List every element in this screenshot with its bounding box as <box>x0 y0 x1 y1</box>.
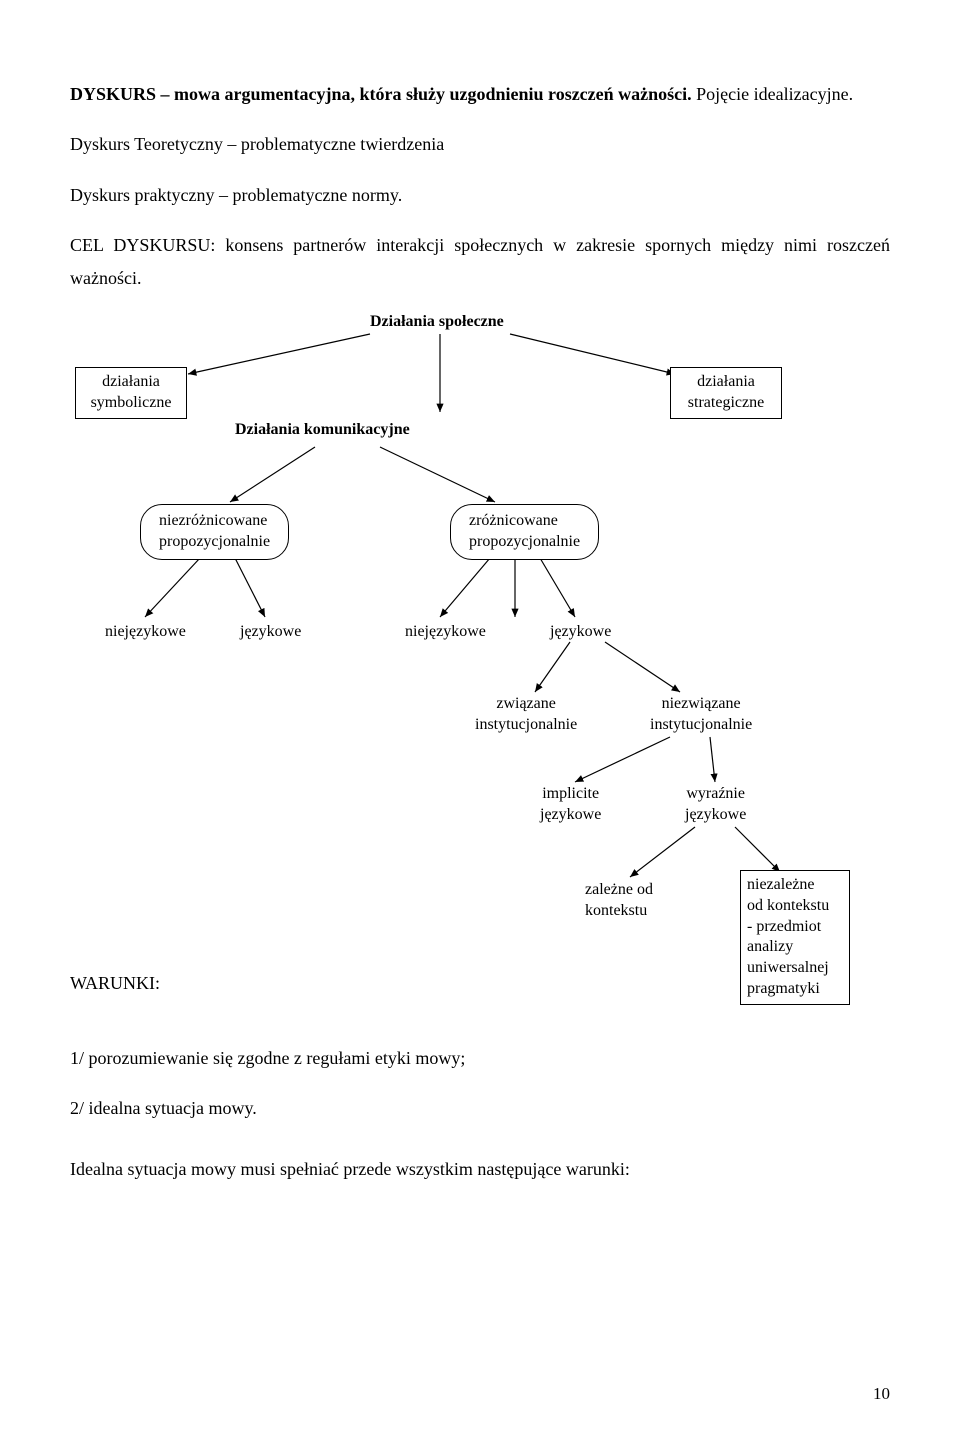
intro-p1-rest: Pojęcie idealizacyjne. <box>692 84 853 104</box>
leaf-niejez2: niejęzykowe <box>405 622 486 643</box>
leaf-jez2: językowe <box>550 622 611 643</box>
warunki-2: 2/ idealna sytuacja mowy. <box>70 1092 890 1124</box>
node-niezroznicowane: niezróżnicowane propozycjonalnie <box>140 504 289 560</box>
intro-p1: DYSKURS – mowa argumentacyjna, która słu… <box>70 78 890 110</box>
node-wyraznie: wyraźnie językowe <box>685 784 746 826</box>
node-niezalezne: niezależne od kontekstu - przedmiot anal… <box>740 870 850 1005</box>
intro-p4: CEL DYSKURSU: konsens partnerów interakc… <box>70 229 890 294</box>
intro-p1-bold: DYSKURS – mowa argumentacyjna, która słu… <box>70 84 692 104</box>
node-zalezne: zależne od kontekstu <box>585 880 653 922</box>
node-implicite: implicite językowe <box>540 784 601 826</box>
page-number: 10 <box>873 1379 890 1410</box>
node-zroznicowane: zróżnicowane propozycjonalnie <box>450 504 599 560</box>
node-komunikacyjne: Działania komunikacyjne <box>235 420 410 441</box>
diagram: Działania społeczne działania symboliczn… <box>70 312 890 1042</box>
closing: Idealna sytuacja mowy musi spełniać prze… <box>70 1153 890 1185</box>
node-niezwiazane: niezwiązane instytucjonalnie <box>650 694 752 736</box>
node-symboliczne: działania symboliczne <box>75 367 187 419</box>
warunki-title: WARUNKI: <box>70 972 160 995</box>
warunki-1: 1/ porozumiewanie się zgodne z regułami … <box>70 1042 890 1074</box>
intro-p2: Dyskurs Teoretyczny – problematyczne twi… <box>70 128 890 160</box>
node-zwiazane: związane instytucjonalnie <box>475 694 577 736</box>
leaf-jez1: językowe <box>240 622 301 643</box>
node-root: Działania społeczne <box>370 312 504 333</box>
intro-p3: Dyskurs praktyczny – problematyczne norm… <box>70 179 890 211</box>
node-strategiczne: działania strategiczne <box>670 367 782 419</box>
leaf-niejez1: niejęzykowe <box>105 622 186 643</box>
